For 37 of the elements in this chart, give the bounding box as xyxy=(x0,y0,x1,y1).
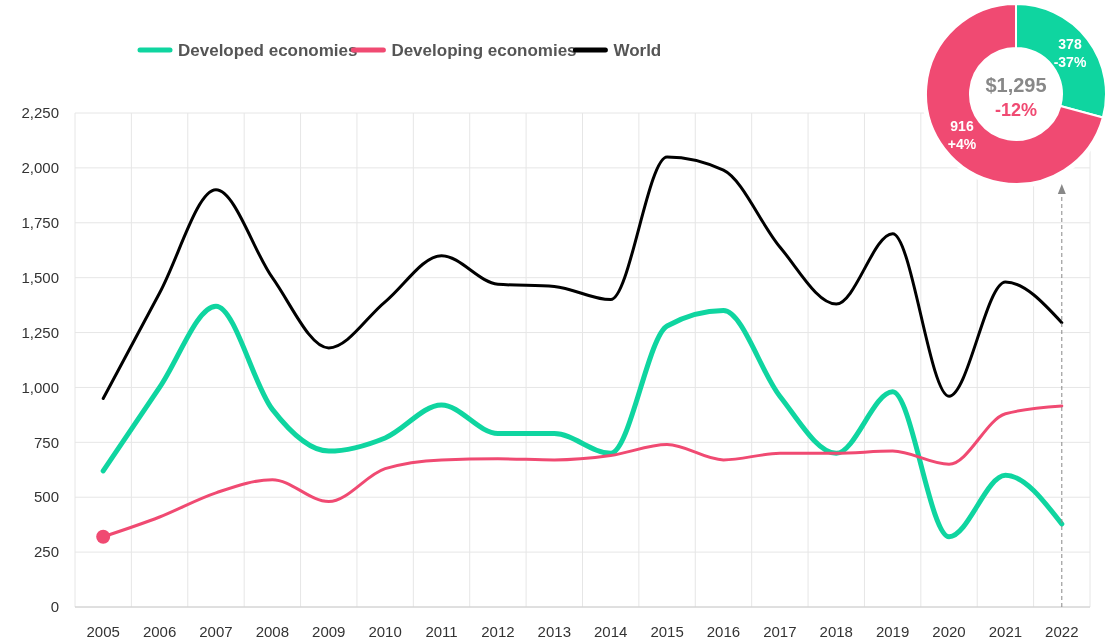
x-tick-label: 2021 xyxy=(988,623,1023,637)
x-tick-label: 2014 xyxy=(594,623,628,637)
y-tick-label: 2,250 xyxy=(21,104,59,122)
x-tick-label: 2016 xyxy=(706,623,741,637)
x-tick-label: 2022 xyxy=(1045,623,1079,637)
data-label: 378 -37% xyxy=(1053,35,1087,70)
x-tick-label: 2006 xyxy=(142,623,177,637)
y-tick-label: 2,000 xyxy=(21,159,59,177)
y-tick-label: 1,250 xyxy=(21,323,59,341)
text: -12% xyxy=(994,100,1038,120)
y-tick-label: 750 xyxy=(33,433,59,451)
legend-label: Developed economies xyxy=(178,41,358,60)
x-tick-label: 2018 xyxy=(819,623,853,637)
text: $1,295 xyxy=(985,74,1047,96)
legend-label: World xyxy=(613,41,662,60)
donut-slice xyxy=(925,3,1104,185)
legend-label: Developing economies xyxy=(391,41,577,60)
x-tick-label: 2015 xyxy=(650,623,684,637)
line-series xyxy=(101,155,1064,400)
x-tick-label: 2007 xyxy=(199,623,233,637)
x-tick-label: 2019 xyxy=(875,623,910,637)
y-tick-label: 0 xyxy=(50,598,59,616)
x-tick-label: 2012 xyxy=(481,623,515,637)
x-tick-label: 2017 xyxy=(763,623,797,637)
data-label: 916 +4% xyxy=(947,118,977,153)
x-tick-label: 2009 xyxy=(312,623,346,637)
y-tick-label: 1,500 xyxy=(21,268,59,286)
y-tick-label: 1,750 xyxy=(21,214,59,232)
x-tick-label: 2008 xyxy=(255,623,290,637)
y-tick-label: 1,000 xyxy=(21,378,59,396)
x-tick-label: 2013 xyxy=(537,623,571,637)
x-tick-label: 2011 xyxy=(425,623,458,637)
x-tick-label: 2010 xyxy=(368,623,402,637)
x-tick-label: 2005 xyxy=(86,623,120,637)
y-tick-label: 500 xyxy=(33,488,59,506)
y-tick-label: 250 xyxy=(33,543,59,561)
x-tick-label: 2020 xyxy=(932,623,966,637)
